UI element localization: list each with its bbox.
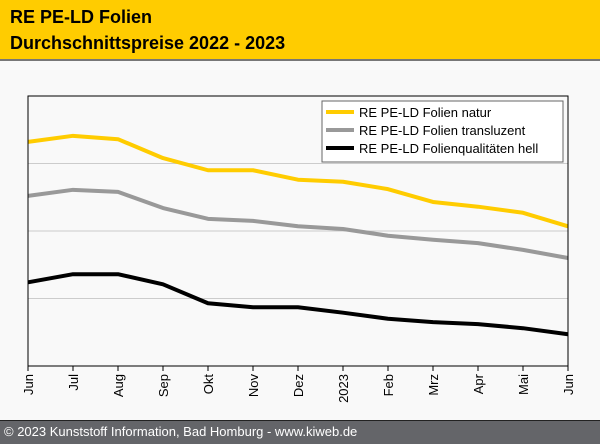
legend: RE PE-LD Folien natur RE PE-LD Folien tra… [321, 100, 564, 163]
chart-subtitle: Durchschnittspreise 2022 - 2023 [10, 33, 286, 53]
legend-label-0: RE PE-LD Folien natur [359, 105, 492, 120]
series-line-2 [27, 272, 569, 337]
x-axis-ticks: Jun Jul Aug Sep Okt Nov Dez 2023 Feb Mrz Apr Mai Jun [21, 366, 576, 403]
legend-label-1: RE PE-LD Folien transluzent [359, 123, 526, 138]
x-tick-label: Jul [66, 374, 81, 391]
x-tick-label: Aug [111, 374, 126, 397]
series-line-1 [27, 187, 569, 260]
footer: © 2023 Kunststoff Information, Bad Hombu… [0, 420, 600, 444]
copyright-text: © 2023 Kunststoff Information, Bad Hombu… [4, 424, 358, 439]
series-line-0 [27, 133, 569, 229]
line-chart: Jun Jul Aug Sep Okt Nov Dez 2023 Feb Mrz Apr Mai Jun… [21, 95, 576, 403]
x-tick-label: Dez [291, 374, 306, 397]
x-tick-label: Jun [561, 374, 576, 395]
x-tick-label: Nov [246, 374, 261, 398]
x-tick-label: Apr [471, 373, 486, 394]
x-tick-label: Jun [21, 374, 36, 395]
gridlines [28, 163, 568, 299]
legend-box [321, 100, 564, 163]
x-tick-label: Mai [516, 374, 531, 395]
legend-label-2: RE PE-LD Folienqualitäten hell [359, 141, 538, 156]
x-tick-label: Okt [201, 374, 216, 395]
x-tick-label: 2023 [336, 374, 351, 403]
x-tick-label: Feb [381, 374, 396, 396]
chart-header: RE PE-LD Folien Durchschnittspreise 2022… [0, 0, 600, 61]
series-lines [27, 133, 569, 337]
x-tick-label: Sep [156, 374, 171, 397]
chart-title: RE PE-LD Folien [10, 7, 153, 27]
x-tick-label: Mrz [426, 374, 441, 396]
